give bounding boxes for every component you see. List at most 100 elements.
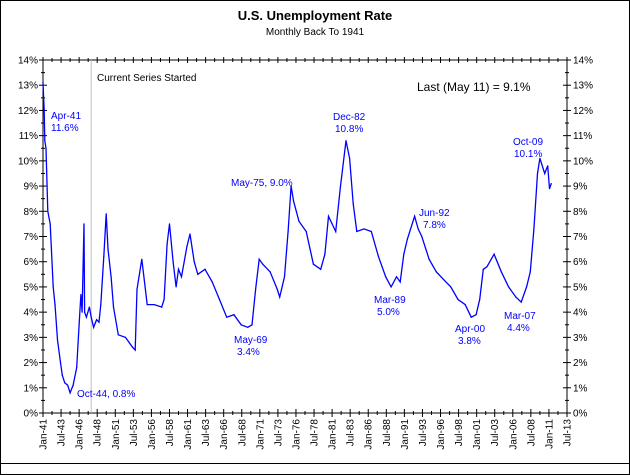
data-point — [406, 238, 408, 240]
data-point — [536, 172, 539, 175]
data-point — [54, 303, 56, 306]
data-point — [486, 266, 488, 268]
x-tick-label: Jan-96 — [436, 419, 447, 450]
data-point — [403, 253, 405, 255]
x-tick-label: Jan-71 — [255, 419, 266, 450]
data-point — [105, 213, 107, 215]
data-point — [526, 286, 528, 288]
y-tick-label-right: 0% — [573, 409, 588, 420]
data-point — [529, 271, 531, 273]
annotation-apr41-value: 11.6% — [51, 123, 79, 134]
data-point — [352, 203, 354, 205]
data-point — [548, 187, 551, 190]
data-point — [49, 223, 51, 225]
data-point — [90, 316, 92, 318]
annotation-jun92-date: Jun-92 — [419, 208, 450, 219]
x-tick-label: Jan-61 — [183, 419, 194, 450]
data-point — [507, 286, 510, 288]
data-point — [269, 271, 271, 273]
y-tick-label-right: 13% — [573, 81, 593, 92]
data-point — [442, 278, 445, 280]
y-tick-label-left: 3% — [24, 333, 39, 344]
y-tick-label-left: 6% — [24, 257, 39, 268]
data-point — [399, 281, 401, 283]
data-point — [482, 268, 484, 270]
data-point — [103, 256, 105, 258]
data-point — [390, 286, 392, 288]
annotation-may75: May-75, 9.0% — [231, 178, 293, 189]
x-tick-label: Jul-98 — [454, 419, 465, 447]
data-point — [218, 298, 221, 301]
reference-line-label: Current Series Started — [97, 73, 197, 84]
data-point — [161, 306, 163, 308]
data-point — [80, 293, 82, 296]
data-point — [345, 140, 347, 142]
data-point — [175, 286, 177, 288]
x-tick-label: Jan-01 — [472, 419, 483, 450]
annotation-mar89-date: Mar-89 — [374, 295, 406, 306]
annotation-apr00-date: Apr-00 — [455, 324, 485, 335]
data-point — [356, 230, 358, 233]
data-point — [428, 258, 430, 260]
data-point — [136, 288, 138, 291]
data-point — [98, 321, 100, 323]
data-point — [292, 200, 295, 202]
y-tick-label-left: 5% — [24, 282, 39, 293]
x-tick-label: Jan-06 — [508, 419, 519, 450]
data-point — [76, 367, 78, 369]
data-point — [132, 346, 134, 349]
chart-subtitle: Monthly Back To 1941 — [266, 27, 365, 38]
data-point — [42, 82, 44, 84]
annotation-mar07-value: 4.4% — [507, 323, 530, 334]
data-point — [550, 182, 552, 185]
data-point — [92, 326, 95, 328]
data-point — [348, 157, 351, 159]
x-tick-label: Jan-51 — [111, 419, 122, 450]
data-point — [83, 223, 85, 225]
x-tick-label: Jul-08 — [526, 419, 537, 447]
data-point — [168, 223, 171, 225]
data-point — [88, 306, 90, 308]
data-point — [233, 314, 235, 316]
data-point — [312, 263, 315, 265]
annotation-may69-date: May-69 — [234, 335, 268, 346]
data-point — [117, 334, 119, 336]
data-point — [435, 271, 437, 273]
data-point — [81, 311, 83, 313]
data-point — [110, 276, 112, 278]
data-point — [279, 296, 281, 298]
data-point — [450, 286, 452, 288]
data-point — [327, 215, 330, 217]
y-tick-label-left: 1% — [24, 383, 39, 394]
annotation-oct09-date: Oct-09 — [513, 137, 543, 148]
data-point — [96, 319, 98, 321]
data-point — [61, 374, 63, 376]
data-point — [124, 336, 127, 338]
data-point — [107, 248, 109, 250]
data-point — [287, 230, 289, 233]
x-tick-label: Jul-48 — [93, 419, 104, 447]
data-point — [78, 324, 80, 326]
data-point — [414, 215, 416, 217]
data-point — [45, 147, 47, 149]
y-tick-label-right: 8% — [573, 207, 588, 218]
data-point — [276, 288, 278, 291]
data-point — [493, 253, 495, 255]
annotation-oct09-value: 10.1% — [514, 149, 542, 160]
data-point — [153, 303, 156, 306]
data-point — [290, 185, 292, 187]
x-tick-label: Jul-03 — [490, 419, 501, 447]
y-tick-label-right: 10% — [573, 156, 593, 167]
data-point — [395, 276, 398, 278]
data-point — [100, 303, 102, 306]
data-point — [324, 253, 326, 255]
annotation-dec82-value: 10.8% — [335, 124, 363, 135]
annotation-jun92-value: 7.8% — [423, 220, 446, 231]
data-point — [226, 316, 228, 318]
data-point — [59, 361, 62, 364]
y-tick-label-left: 13% — [18, 81, 38, 92]
x-tick-label: Jul-73 — [273, 419, 284, 447]
data-point — [67, 384, 69, 386]
data-point — [141, 258, 143, 260]
